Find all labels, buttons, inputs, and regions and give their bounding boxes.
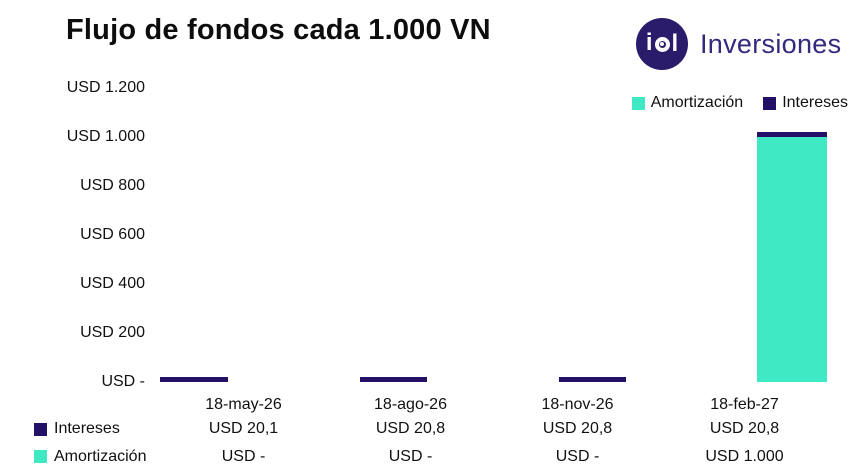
bar-segment-intereses-18-may-26 — [160, 377, 228, 382]
y-axis-tick: USD 400 — [80, 275, 145, 292]
intereses-swatch-icon — [34, 422, 47, 436]
amortizacion-swatch-icon — [631, 96, 645, 110]
chart-legend: Amortización Intereses — [631, 94, 848, 112]
bar-segment-intereses-18-nov-26 — [559, 377, 626, 382]
bar-segment-intereses-18-feb-27 — [757, 132, 827, 137]
data-table-header-row: 18-may-26 18-ago-26 18-nov-26 18-feb-27 — [0, 394, 828, 416]
y-axis-tick: USD 600 — [80, 226, 145, 243]
category-label: 18-feb-27 — [710, 396, 779, 413]
row-label-intereses: Intereses — [0, 420, 160, 438]
y-axis-tick: USD 1.200 — [66, 79, 145, 96]
y-axis-tick: USD 1.000 — [66, 128, 145, 145]
row-label-amortizacion: Amortización — [0, 448, 160, 466]
data-table-row-amortizacion: Amortización USD - USD - USD - USD 1.000 — [0, 443, 828, 470]
legend-label-intereses: Intereses — [782, 94, 848, 111]
table-value: USD 20,8 — [542, 420, 613, 437]
y-axis-tick: USD 200 — [80, 324, 145, 341]
y-axis-tick: USD - — [101, 373, 145, 390]
table-value: USD - — [221, 447, 266, 465]
chart-title: Flujo de fondos cada 1.000 VN — [66, 14, 491, 46]
row-label-text: Amortización — [54, 447, 147, 465]
bar-segment-amortizacion-18-feb-27 — [757, 137, 827, 382]
y-axis-tick: USD 800 — [80, 177, 145, 194]
legend-item-intereses: Intereses — [763, 94, 848, 112]
category-label: 18-may-26 — [205, 396, 282, 413]
legend-label-amortizacion: Amortización — [650, 94, 744, 111]
table-value: USD 20,1 — [208, 420, 279, 437]
amortizacion-swatch-icon — [34, 450, 47, 463]
logo-monogram-l: l — [671, 30, 679, 57]
table-value: USD - — [388, 447, 433, 465]
intereses-swatch-icon — [763, 96, 777, 110]
iol-logo-icon: i l — [636, 18, 688, 70]
legend-item-amortizacion: Amortización — [631, 94, 744, 112]
category-label: 18-nov-26 — [541, 396, 614, 413]
table-value: USD 1.000 — [705, 447, 784, 465]
data-table-row-intereses: Intereses USD 20,1 USD 20,8 USD 20,8 USD… — [0, 416, 828, 442]
brand-logo: i l Inversiones — [636, 18, 841, 70]
logo-monogram-i: i — [645, 29, 653, 56]
logo-monogram-o-icon — [654, 36, 670, 52]
bar-segment-intereses-18-ago-26 — [360, 377, 427, 382]
table-value: USD 20,8 — [709, 420, 780, 437]
table-value: USD 20,8 — [375, 420, 446, 437]
brand-name: Inversiones — [700, 28, 842, 59]
table-value: USD - — [555, 447, 600, 465]
row-label-text: Intereses — [54, 420, 120, 437]
category-label: 18-ago-26 — [374, 396, 447, 413]
